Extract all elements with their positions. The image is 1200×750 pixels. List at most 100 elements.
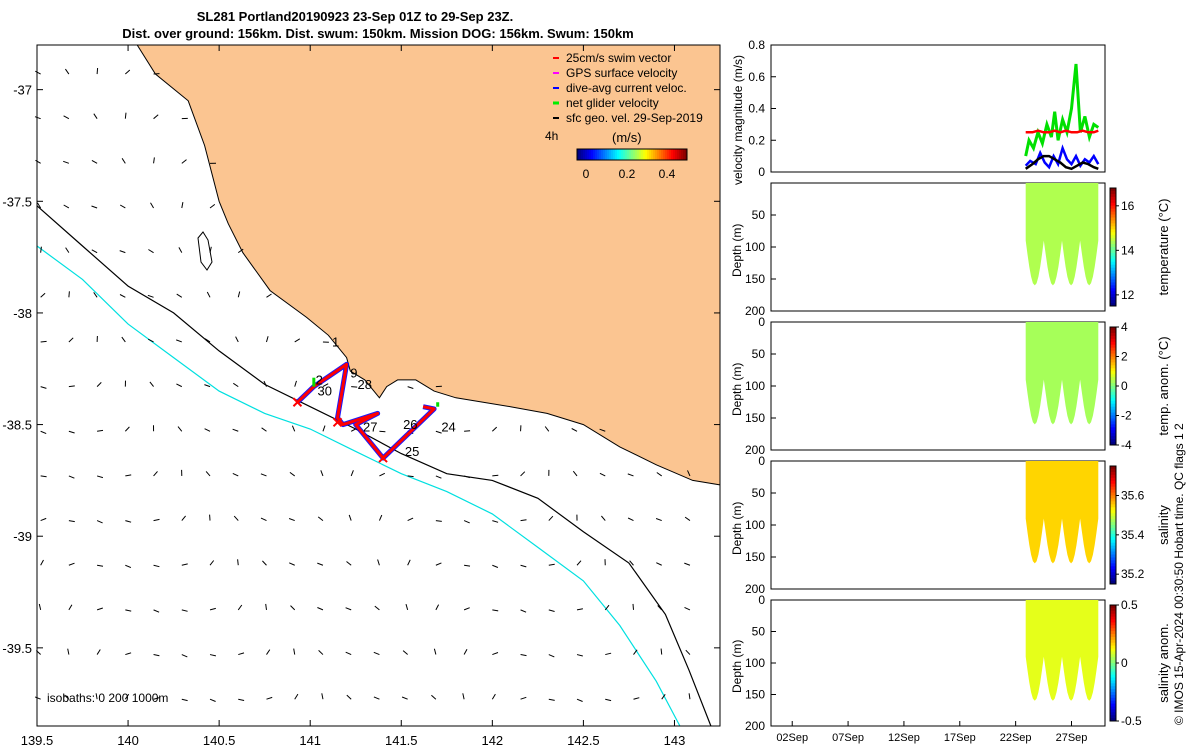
colorbar-tick-label: 35.6 <box>1121 489 1145 503</box>
y-tick-label: -39.5 <box>2 641 32 656</box>
current-arrow <box>63 204 70 209</box>
colorbar-cell <box>1110 645 1116 649</box>
x-tick-label: 139.5 <box>21 733 54 748</box>
day-label: 1 <box>332 334 339 349</box>
date-tick-label: 22Sep <box>1000 732 1032 744</box>
colorbar-cell <box>1110 332 1116 337</box>
velocity-series-line <box>1024 63 1100 157</box>
current-arrow <box>660 648 663 655</box>
colorbar-cell <box>671 149 674 160</box>
colorbar-cell <box>1110 188 1116 192</box>
colorbar-cell <box>673 149 676 160</box>
current-arrow <box>520 654 527 657</box>
colorbar-cell <box>1110 264 1116 269</box>
colorbar-cell <box>1110 238 1116 242</box>
colorbar-cell <box>1110 474 1116 479</box>
x-tick-label: 140.5 <box>203 733 236 748</box>
x-tick-label: 142.5 <box>567 733 600 748</box>
colorbar-cell <box>1110 625 1116 629</box>
current-arrow <box>322 383 329 388</box>
current-arrow <box>153 654 160 657</box>
colorbar-cell <box>1110 368 1116 372</box>
colorbar-cell <box>1110 353 1116 357</box>
isobaths-label: isobaths: 0 200 1000m <box>47 691 168 705</box>
colorbar-cell <box>1110 214 1116 218</box>
colorbar-tick: 0.2 <box>619 167 636 181</box>
current-arrow <box>153 609 160 613</box>
current-arrow <box>599 428 606 432</box>
current-arrow <box>147 294 154 298</box>
colorbar-tick-label: 2 <box>1121 350 1128 364</box>
current-arrow <box>40 517 47 522</box>
colorbar-tick-label: 0 <box>1121 379 1128 393</box>
current-arrow <box>463 520 470 524</box>
heatmap-field <box>1025 183 1099 286</box>
colorbar-cell <box>1110 536 1116 541</box>
colorbar-cell <box>595 149 598 160</box>
current-arrow <box>571 428 578 432</box>
heatmap-panel: 0 50 100 150 200 Depth (m) 35.2 35.4 35.6 salinit… <box>730 454 1171 596</box>
current-arrow <box>95 693 98 700</box>
land <box>136 44 721 486</box>
current-arrow <box>150 202 154 209</box>
colorbar-cell <box>1110 394 1116 399</box>
colorbar-cell <box>681 149 684 160</box>
current-arrow <box>350 428 357 432</box>
current-arrow <box>68 520 75 523</box>
current-arrow <box>232 428 239 432</box>
colorbar-cell <box>593 149 596 160</box>
current-arrow <box>40 246 42 253</box>
colorbar-tick-label: -0.5 <box>1121 714 1142 728</box>
current-arrow <box>176 383 183 388</box>
colorbar-cell <box>1110 513 1116 517</box>
colorbar-cell <box>1110 199 1116 204</box>
current-arrow <box>379 430 386 433</box>
colorbar-cell <box>669 149 672 160</box>
current-arrow <box>492 564 499 568</box>
current-arrow <box>121 158 126 164</box>
colorbar-tick-label: -4 <box>1121 438 1132 452</box>
colorbar-cell <box>1110 338 1116 343</box>
vel-y-tick-label: 0.4 <box>748 102 765 116</box>
date-tick-label: 17Sep <box>944 732 976 744</box>
colorbar-cell <box>1110 397 1116 402</box>
current-arrow <box>601 515 606 521</box>
colorbar-cell <box>1110 680 1116 684</box>
colorbar-cell <box>1110 674 1116 678</box>
colorbar-cell <box>607 149 610 160</box>
current-arrow <box>209 246 212 253</box>
current-arrow <box>687 470 691 477</box>
current-arrow <box>153 157 155 164</box>
current-arrow <box>435 604 440 611</box>
colorbar-cell <box>1110 247 1116 251</box>
colorbar-cell <box>621 149 624 160</box>
current-arrow <box>93 113 98 119</box>
current-arrow <box>492 609 499 612</box>
current-arrow <box>96 520 103 524</box>
colorbar-cell <box>1110 718 1116 722</box>
current-arrow <box>544 426 550 432</box>
colorbar-cell <box>1110 636 1116 641</box>
colorbar-tick-label: 14 <box>1121 243 1135 257</box>
current-arrow <box>124 426 130 432</box>
current-arrow <box>266 336 269 343</box>
current-arrow <box>633 649 638 655</box>
date-tick-label: 27Sep <box>1056 732 1088 744</box>
colorbar-cell <box>1110 415 1116 419</box>
colorbar-frame <box>1109 187 1117 307</box>
current-arrow <box>237 604 243 611</box>
colorbar-cell <box>1110 356 1116 360</box>
colorbar-cell <box>665 149 668 160</box>
colorbar-cell <box>1110 533 1116 538</box>
day-label: 26 <box>403 417 417 432</box>
colorbar-cell <box>1110 374 1116 378</box>
colorbar-cell <box>1110 700 1116 705</box>
turn-marker <box>332 417 343 428</box>
current-arrow <box>125 652 132 656</box>
current-arrow <box>205 471 211 477</box>
colorbar-cell <box>605 149 608 160</box>
colorbar-cell <box>1110 498 1116 502</box>
colorbar-cell <box>1110 190 1116 195</box>
colorbar-cell <box>1110 694 1116 699</box>
colorbar-cell <box>1110 712 1116 716</box>
